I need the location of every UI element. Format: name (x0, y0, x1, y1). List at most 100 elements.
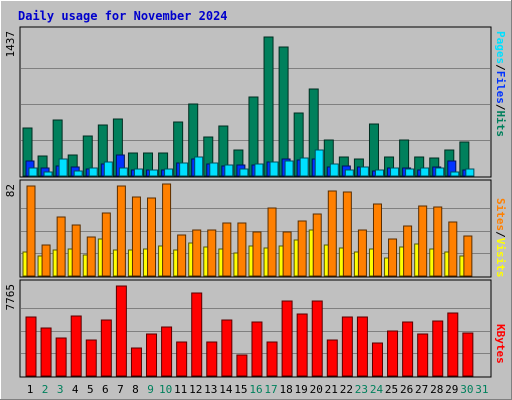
x-tick-label: 27 (415, 383, 428, 396)
bar-kbytes-day-21 (326, 339, 338, 377)
bar-kbytes-day-11 (176, 341, 188, 377)
ymax-label-hits: 1437 (4, 31, 17, 58)
legend-item: Files (494, 71, 507, 104)
x-tick-label: 29 (445, 383, 458, 396)
bar-sites-day-9 (147, 197, 157, 277)
bar-pages-day-30 (465, 168, 475, 177)
x-tick-label: 28 (430, 383, 443, 396)
bar-pages-day-3 (58, 158, 68, 177)
bar-pages-day-23 (359, 166, 369, 177)
bar-pages-day-29 (450, 171, 460, 177)
x-tick-label: 14 (219, 383, 233, 396)
bar-sites-day-27 (418, 205, 428, 277)
bar-kbytes-day-29 (447, 312, 459, 377)
bar-sites-day-2 (41, 244, 51, 277)
x-tick-label: 6 (102, 383, 109, 396)
x-tick-label: 24 (370, 383, 384, 396)
bar-sites-day-16 (252, 231, 262, 277)
bars-layer (22, 36, 475, 377)
bar-pages-day-8 (133, 168, 143, 177)
bar-kbytes-day-24 (371, 342, 383, 377)
bar-sites-day-10 (162, 183, 172, 277)
bar-kbytes-day-20 (311, 300, 323, 377)
x-tick-label: 8 (132, 383, 139, 396)
bar-pages-day-12 (194, 156, 204, 177)
bar-kbytes-day-1 (25, 316, 37, 377)
x-tick-label: 21 (325, 383, 338, 396)
x-tick-label: 16 (249, 383, 262, 396)
bar-kbytes-day-9 (146, 333, 158, 377)
ymax-label-kbytes: 7765 (4, 284, 17, 311)
legend-hits-files-pages: Pages/Files/Hits (494, 31, 507, 137)
bar-sites-day-29 (448, 221, 458, 277)
bar-sites-day-4 (71, 224, 81, 277)
bar-sites-day-5 (86, 236, 96, 277)
bar-pages-day-20 (314, 149, 324, 177)
bar-kbytes-day-30 (462, 332, 474, 377)
x-tick-label: 11 (174, 383, 187, 396)
x-tick-label: 5 (87, 383, 94, 396)
bar-sites-day-26 (403, 225, 413, 277)
x-tick-label: 23 (355, 383, 368, 396)
bar-pages-day-24 (374, 169, 384, 177)
bar-kbytes-day-15 (236, 354, 248, 377)
bar-hits-day-18 (278, 46, 289, 177)
x-tick-label: 31 (475, 383, 488, 396)
bar-kbytes-day-10 (161, 326, 173, 377)
bar-sites-day-22 (342, 191, 352, 277)
bar-kbytes-day-13 (206, 341, 218, 377)
x-tick-label: 10 (159, 383, 172, 396)
bar-hits-day-17 (263, 36, 274, 177)
bar-kbytes-day-25 (387, 330, 399, 377)
bar-sites-day-25 (388, 238, 398, 277)
x-tick-label: 25 (385, 383, 398, 396)
x-tick-label: 3 (57, 383, 64, 396)
x-tick-label: 22 (340, 383, 353, 396)
bar-pages-day-13 (209, 162, 219, 177)
chart-title: Daily usage for November 2024 (18, 9, 228, 23)
bar-sites-day-23 (357, 229, 367, 277)
bar-pages-day-26 (405, 168, 415, 177)
bar-pages-day-17 (269, 161, 279, 177)
x-tick-label: 7 (117, 383, 124, 396)
legend-item: Pages (494, 31, 507, 64)
bar-pages-day-4 (73, 170, 83, 177)
bar-pages-day-10 (164, 168, 174, 177)
bar-sites-day-24 (372, 203, 382, 277)
bar-kbytes-day-18 (281, 300, 293, 377)
bar-sites-day-11 (177, 234, 187, 277)
x-tick-label: 4 (72, 383, 79, 396)
bar-sites-day-13 (207, 229, 217, 277)
bar-sites-day-1 (26, 185, 36, 277)
legend-item: Sites (494, 198, 507, 231)
bar-sites-day-18 (282, 231, 292, 277)
bar-hits-day-24 (368, 123, 379, 177)
legend-item: Hits (494, 111, 507, 138)
x-tick-label: 19 (295, 383, 308, 396)
x-tick-label: 17 (264, 383, 277, 396)
bar-kbytes-day-4 (70, 315, 82, 377)
bar-pages-day-1 (28, 167, 38, 177)
bar-pages-day-18 (284, 160, 294, 177)
bar-kbytes-day-2 (40, 327, 52, 377)
bar-sites-day-19 (297, 220, 307, 277)
x-tick-label: 2 (42, 383, 49, 396)
legend-sites-visits: Sites/Visits (494, 198, 507, 278)
legend-item: / (494, 104, 507, 111)
bar-kbytes-day-14 (221, 319, 233, 377)
x-tick-label: 12 (189, 383, 202, 396)
bar-pages-day-5 (88, 167, 98, 177)
bar-pages-day-28 (435, 167, 445, 177)
bar-kbytes-day-19 (296, 313, 308, 377)
bar-kbytes-day-17 (266, 341, 278, 377)
bar-sites-day-12 (192, 229, 202, 277)
bar-kbytes-day-23 (356, 316, 368, 377)
bar-kbytes-day-5 (85, 339, 97, 377)
bar-sites-day-3 (56, 216, 66, 277)
x-tick-label: 18 (279, 383, 292, 396)
bar-pages-day-27 (420, 167, 430, 177)
bar-kbytes-day-12 (191, 292, 203, 377)
